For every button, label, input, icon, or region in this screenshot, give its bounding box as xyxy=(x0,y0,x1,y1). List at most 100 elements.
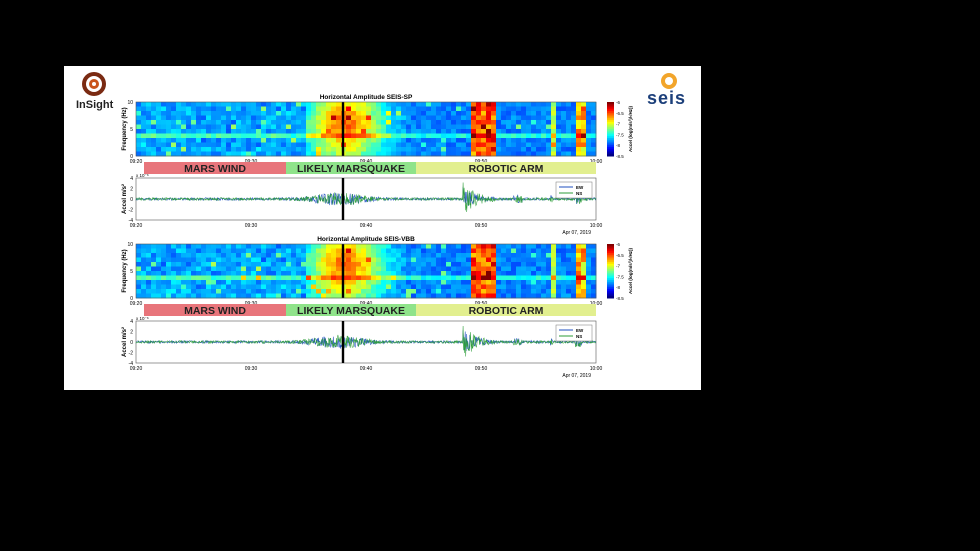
spectrogram-cell xyxy=(376,124,382,130)
spectrogram-cell xyxy=(381,147,387,152)
spectrogram-cell xyxy=(571,253,577,258)
spectrogram-cell xyxy=(436,129,442,134)
spectrogram-cell xyxy=(336,293,342,299)
spectrogram-cell xyxy=(231,124,237,130)
spectrogram-cell xyxy=(196,111,202,116)
spectrogram-cell xyxy=(206,106,212,112)
spectrogram-cell xyxy=(536,147,542,152)
spectrogram-cell xyxy=(326,106,332,112)
spectrogram-cell xyxy=(281,253,287,258)
colorbar-segment xyxy=(607,125,614,128)
y-tick-label: 0 xyxy=(130,340,133,346)
spectrogram-cell xyxy=(336,115,342,121)
spectrogram-cell xyxy=(236,151,242,157)
spectrogram-cell xyxy=(321,115,327,121)
banner-label-robotic_arm: ROBOTIC ARM xyxy=(469,163,544,175)
spectrogram-cell xyxy=(406,147,412,152)
spectrogram-cell xyxy=(221,142,227,148)
spectrogram-cell xyxy=(381,142,387,148)
spectrogram-cell xyxy=(306,293,312,299)
spectrogram-cell xyxy=(361,102,367,107)
y-tick-label: 5 xyxy=(130,127,133,133)
y-tick-label: 2 xyxy=(130,330,133,336)
spectrogram-cell xyxy=(296,124,302,130)
spectrogram-cell xyxy=(186,111,192,116)
spectrogram-cell xyxy=(171,280,177,285)
spectrogram-cell xyxy=(326,253,332,258)
spectrogram-cell xyxy=(451,138,457,143)
spectrogram-cell xyxy=(366,253,372,258)
spectrogram-cell xyxy=(151,284,157,290)
spectrogram-cell xyxy=(256,271,262,276)
spectrogram-cell xyxy=(356,133,362,139)
spectrogram-cell xyxy=(241,151,247,157)
spectrogram-cell xyxy=(511,133,517,139)
spectrogram-cell xyxy=(261,262,267,267)
spectrogram-cell xyxy=(581,138,587,143)
spectrogram-cell xyxy=(291,111,297,116)
spectrogram-cell xyxy=(156,289,162,294)
spectrogram-cell xyxy=(246,284,252,290)
spectrogram-cell xyxy=(426,253,432,258)
spectrogram-cell xyxy=(206,124,212,130)
spectrogram-cell xyxy=(486,289,492,294)
spectrogram-cell xyxy=(331,262,337,267)
spectrogram-cell xyxy=(156,284,162,290)
spectrogram-cell xyxy=(451,115,457,121)
spectrogram-cell xyxy=(291,106,297,112)
spectrogram-cell xyxy=(496,111,502,116)
spectrogram-cell xyxy=(331,257,337,263)
spectrogram-cell xyxy=(416,147,422,152)
spectrogram-cell xyxy=(581,102,587,107)
spectrogram-cell xyxy=(266,289,272,294)
spectrogram-cell xyxy=(266,275,272,281)
spectrogram-cell xyxy=(471,129,477,134)
spectrogram-cell xyxy=(476,111,482,116)
spectrogram-cell xyxy=(536,262,542,267)
spectrogram-cell xyxy=(186,142,192,148)
spectrogram-cell xyxy=(336,106,342,112)
banner-mars_wind-2 xyxy=(144,304,286,316)
spectrogram-cell xyxy=(286,289,292,294)
spectrogram-cell xyxy=(411,280,417,285)
spectrogram-cell xyxy=(396,284,402,290)
spectrogram-cell xyxy=(271,284,277,290)
spectrogram-cell xyxy=(541,266,547,272)
spectrogram-cell xyxy=(176,133,182,139)
spectrogram-cell xyxy=(141,133,147,139)
spectrogram-cell xyxy=(146,129,152,134)
spectrogram-cell xyxy=(146,106,152,112)
spectrogram-cell xyxy=(491,151,497,157)
seis-logo-icon xyxy=(661,73,677,89)
spectrogram-cell xyxy=(436,257,442,263)
spectrogram-cell xyxy=(256,289,262,294)
spectrogram-cell xyxy=(416,106,422,112)
spectrogram-cell xyxy=(586,280,592,285)
spectrogram-cell xyxy=(246,102,252,107)
spectrogram-cell xyxy=(301,129,307,134)
spectrogram-cell xyxy=(521,120,527,125)
spectrogram-cell xyxy=(391,138,397,143)
spectrogram-cell xyxy=(436,280,442,285)
spectrogram-cell xyxy=(251,262,257,267)
spectrogram-cell xyxy=(566,284,572,290)
spectrogram-cell xyxy=(221,102,227,107)
spectrogram-cell xyxy=(266,133,272,139)
spectrogram-cell xyxy=(591,138,597,143)
spectrogram-cell xyxy=(181,253,187,258)
x-tick-label: 09:20 xyxy=(130,223,143,229)
spectrogram-cell xyxy=(261,244,267,249)
spectrogram-cell xyxy=(511,120,517,125)
spectrogram-cell xyxy=(321,253,327,258)
spectrogram-cell xyxy=(271,102,277,107)
spectrogram-cell xyxy=(156,275,162,281)
spectrogram-cell xyxy=(456,147,462,152)
spectrogram-cell xyxy=(356,129,362,134)
spectrogram-cell xyxy=(451,102,457,107)
spectrogram-cell xyxy=(526,266,532,272)
spectrogram-cell xyxy=(446,244,452,249)
spectrogram-cell xyxy=(296,248,302,254)
x-tick-label: 09:20 xyxy=(130,159,143,165)
spectrogram-cell xyxy=(546,280,552,285)
spectrogram-cell xyxy=(501,106,507,112)
